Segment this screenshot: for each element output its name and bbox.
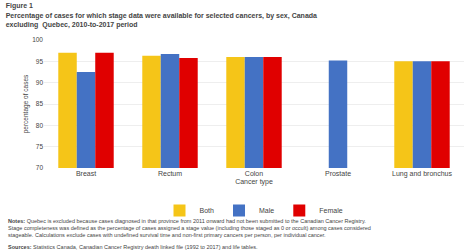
svg-text:Lung and bronchus: Lung and bronchus — [392, 170, 452, 178]
svg-text:95: 95 — [36, 58, 44, 65]
svg-text:100: 100 — [32, 36, 43, 43]
svg-text:80: 80 — [36, 122, 44, 129]
svg-text:Male: Male — [259, 207, 274, 214]
svg-text:Notes: Quebec is excluded beca: Notes: Quebec is excluded because cases … — [8, 218, 371, 238]
svg-text:percentage of cases: percentage of cases — [22, 74, 30, 133]
svg-text:70: 70 — [36, 164, 44, 171]
svg-text:Female: Female — [319, 207, 342, 214]
svg-text:Figure 1Percentage of cases fo: Figure 1Percentage of cases for which st… — [6, 2, 317, 28]
svg-text:Cancer type: Cancer type — [235, 178, 273, 186]
svg-text:Sources: Statistics Canada, Ca: Sources: Statistics Canada, Canadian Can… — [8, 244, 258, 250]
svg-text:Rectum: Rectum — [158, 170, 182, 177]
svg-text:Prostate: Prostate — [325, 170, 351, 177]
svg-text:Breast: Breast — [76, 170, 96, 177]
svg-text:75: 75 — [36, 143, 44, 150]
svg-text:Colon: Colon — [245, 170, 263, 177]
svg-text:90: 90 — [36, 79, 44, 86]
svg-text:Both: Both — [200, 207, 215, 214]
svg-text:85: 85 — [36, 100, 44, 107]
